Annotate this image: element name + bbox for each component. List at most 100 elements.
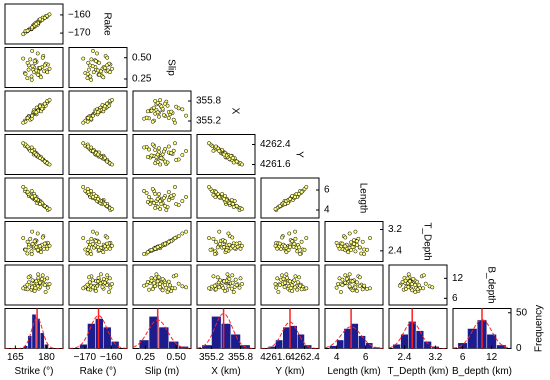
fit-curve	[69, 315, 127, 349]
y-tick-label: 4	[324, 205, 330, 216]
scatter-point	[407, 279, 412, 284]
scatter-point	[290, 289, 295, 293]
scatter-point	[224, 248, 229, 252]
scatter-point	[29, 189, 34, 193]
scatter-point	[292, 278, 297, 283]
scatter-point	[142, 145, 147, 150]
histogram	[197, 308, 255, 349]
scatter-point	[81, 286, 86, 291]
scatter-point	[421, 286, 425, 291]
scatter-point	[354, 289, 359, 293]
scatter-point	[275, 276, 280, 281]
scatter-point	[47, 162, 52, 167]
scatter-point	[180, 231, 185, 236]
scatter-point	[28, 57, 33, 62]
scatter-point	[273, 207, 278, 211]
scatter-point	[158, 162, 163, 167]
scatter-point	[169, 109, 174, 114]
scatter-point	[91, 285, 95, 290]
hist-bar	[95, 318, 104, 349]
scatter-point	[38, 244, 42, 249]
scatter-point	[166, 279, 171, 284]
scatter-point	[47, 243, 52, 248]
scatter-point	[35, 72, 40, 77]
scatter-point	[21, 286, 26, 291]
scatter-point	[410, 288, 415, 293]
scatter-point	[280, 273, 284, 278]
scatter-point	[153, 148, 158, 152]
scatter-point	[25, 251, 30, 256]
scatter-point	[161, 196, 166, 200]
scatter-point	[105, 241, 109, 246]
scatter-point	[35, 231, 40, 236]
scatter-point	[25, 239, 30, 244]
scatter-point	[147, 287, 151, 292]
scatter-point	[147, 147, 151, 152]
scatter-point	[86, 239, 91, 244]
scatter-point	[148, 202, 153, 206]
scatter-point	[156, 114, 161, 119]
scatter-point	[96, 197, 100, 201]
scatter-point	[43, 290, 48, 294]
x-tick-label: 6	[460, 352, 466, 363]
scatter-point	[293, 236, 298, 241]
scatter-point	[166, 198, 171, 202]
y-tick-label: 50	[516, 307, 528, 318]
scatter-point	[217, 195, 222, 199]
scatter-point	[302, 247, 307, 252]
scatter-point	[165, 103, 170, 108]
scatter-point	[169, 194, 174, 198]
scatter-point	[184, 113, 189, 118]
x-tick-label: 12	[486, 352, 498, 363]
scatter-point	[304, 236, 309, 240]
scatter-point	[409, 282, 414, 286]
scatter-point	[230, 273, 235, 278]
scatter-point	[40, 273, 45, 278]
scatter-point	[163, 159, 168, 164]
scatter-point	[174, 104, 179, 109]
x-axis-label: Length (km)	[327, 366, 380, 377]
scatter-point	[30, 25, 35, 30]
scatter-point	[38, 280, 42, 285]
scatter-point	[34, 152, 39, 157]
scatter-point	[142, 283, 147, 288]
scatter-point	[158, 98, 163, 102]
scatter-point	[81, 141, 86, 146]
scatter-point	[211, 193, 216, 197]
scatter-point	[339, 290, 343, 294]
scatter-point	[299, 287, 304, 292]
scatter-point	[153, 276, 158, 281]
scatter-point	[166, 144, 171, 149]
scatter-point	[149, 108, 154, 113]
scatter-point	[208, 247, 213, 252]
scatter-point	[173, 141, 177, 146]
scatter-point	[213, 287, 218, 292]
scatter-point	[213, 190, 218, 194]
scatter-point	[98, 272, 103, 277]
scatter-point	[30, 285, 35, 290]
scatter-point	[166, 190, 171, 194]
scatter-point	[47, 98, 52, 102]
scatter-point	[230, 280, 235, 285]
x-axis-label: Rake (°)	[80, 366, 117, 377]
scatter-point	[166, 116, 171, 120]
scatter-point	[38, 156, 42, 160]
scatter-point	[227, 277, 232, 281]
scatter-point	[97, 72, 102, 77]
scatter-point	[397, 283, 402, 288]
scatter-point	[81, 236, 86, 240]
scatter-point	[173, 120, 177, 125]
scatter-point	[153, 99, 158, 103]
scatter-point	[110, 243, 114, 248]
y-tick-label: 4262.4	[260, 139, 291, 150]
scatter-point	[40, 277, 45, 281]
x-tick-label: 4262.4	[289, 352, 320, 363]
scatter-point	[207, 236, 212, 240]
scatter-point	[32, 289, 37, 293]
x-axis-label: Slip (m)	[145, 366, 179, 377]
scatter-point	[222, 152, 227, 157]
hist-bar	[423, 341, 432, 349]
scatter-point	[89, 236, 94, 241]
x-tick-label: 2.4	[398, 352, 412, 363]
scatter-point	[166, 239, 171, 244]
